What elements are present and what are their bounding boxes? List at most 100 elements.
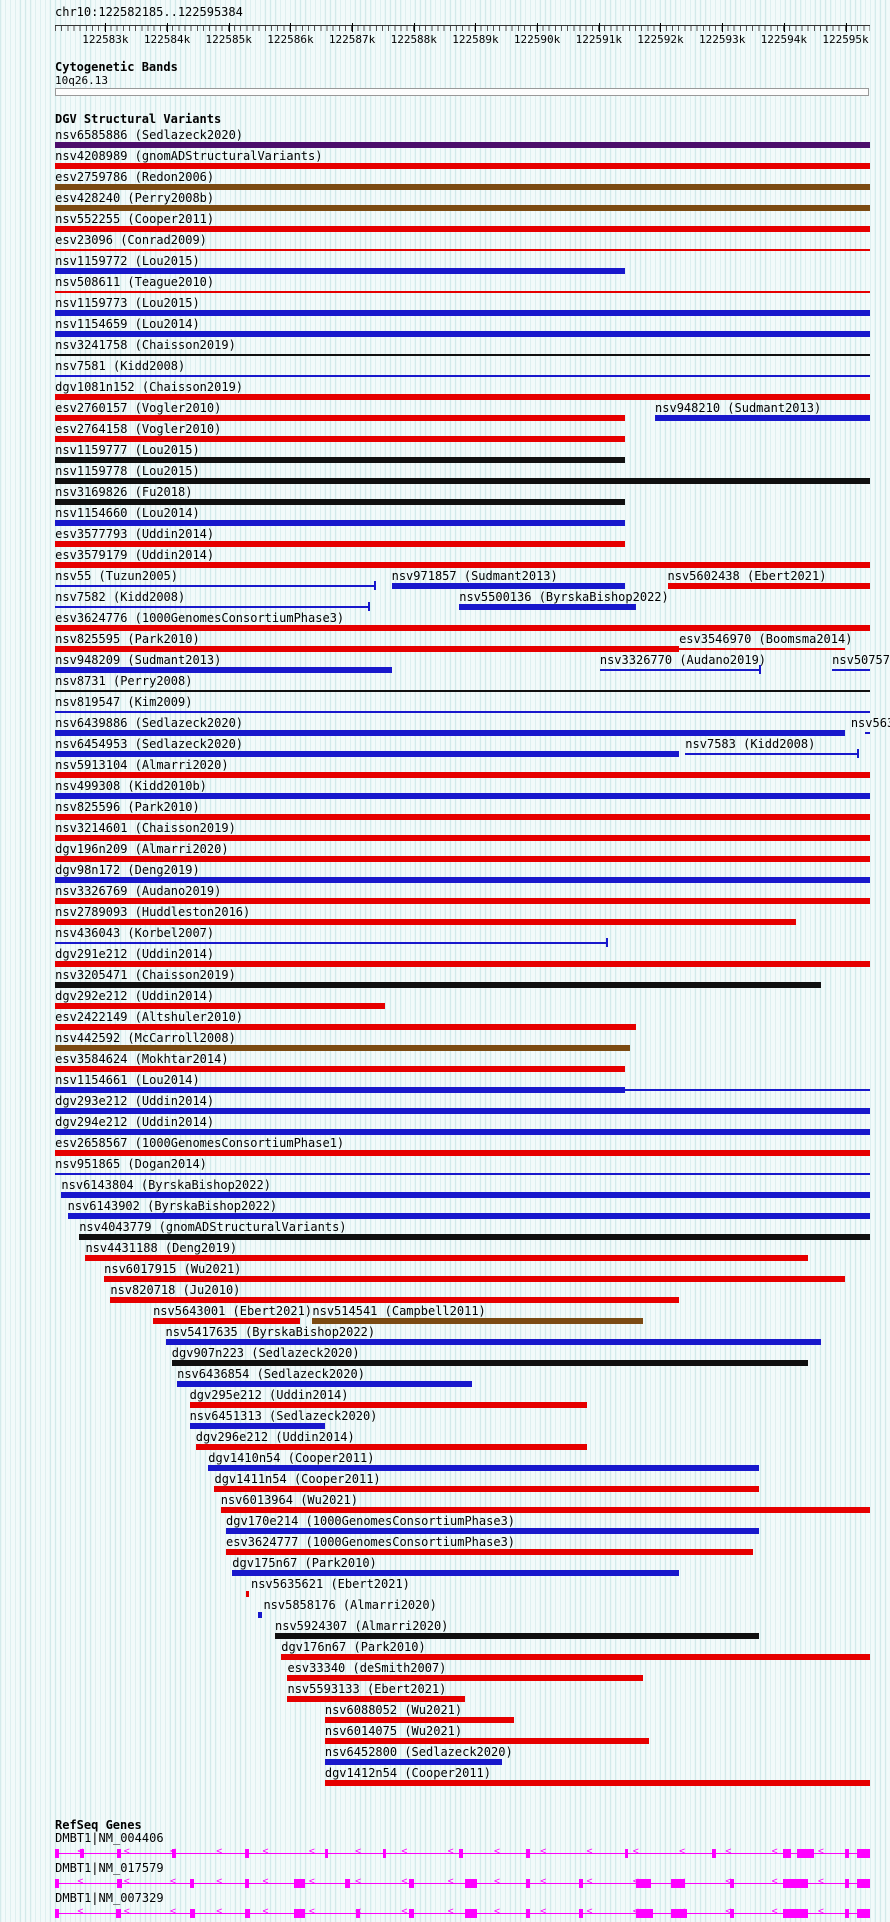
variant-label[interactable]: nsv552255 (Cooper2011) — [55, 212, 215, 226]
variant-label[interactable]: nsv507579 — [832, 653, 890, 667]
variant-label[interactable]: nsv6014075 (Wu2021) — [324, 1724, 463, 1738]
variant-bar[interactable] — [55, 415, 625, 421]
variant-bar[interactable] — [61, 1192, 870, 1198]
variant-bar[interactable] — [55, 646, 680, 652]
variant-label[interactable]: dgv98n172 (Deng2019) — [55, 863, 200, 877]
gene-exon[interactable] — [844, 1909, 850, 1918]
variant-bar[interactable] — [55, 711, 870, 713]
gene-exon[interactable] — [409, 1879, 414, 1888]
variant-label[interactable]: dgv296e212 (Uddin2014) — [195, 1430, 355, 1444]
variant-label[interactable]: nsv5500136 (ByrskaBishop2022) — [459, 590, 669, 604]
variant-label[interactable]: dgv175n67 (Park2010) — [232, 1556, 377, 1570]
variant-bar[interactable] — [55, 394, 870, 400]
variant-bar[interactable] — [55, 772, 870, 778]
gene-exon[interactable] — [729, 1879, 735, 1888]
variant-bar[interactable] — [865, 732, 870, 734]
variant-bar[interactable] — [287, 1675, 643, 1681]
gene-exon[interactable] — [80, 1849, 84, 1858]
variant-bar[interactable] — [55, 184, 870, 190]
variant-bar[interactable] — [55, 354, 870, 356]
gene-exon[interactable] — [578, 1909, 583, 1918]
variant-label[interactable]: esv3584624 (Mokhtar2014) — [55, 1052, 229, 1066]
gene-exon[interactable] — [578, 1879, 583, 1888]
variant-bar[interactable] — [258, 1612, 262, 1618]
variant-bar[interactable] — [177, 1381, 472, 1387]
variant-bar[interactable] — [55, 898, 870, 904]
variant-bar[interactable] — [226, 1528, 760, 1534]
variant-label[interactable]: nsv1159772 (Lou2015) — [55, 254, 200, 268]
variant-bar[interactable] — [324, 1780, 870, 1786]
gene-exon[interactable] — [345, 1879, 350, 1888]
variant-label[interactable]: nsv6451313 (Sedlazeck2020) — [189, 1409, 378, 1423]
variant-bar[interactable] — [55, 625, 870, 631]
variant-label[interactable]: dgv292e212 (Uddin2014) — [55, 989, 215, 1003]
gene-exon[interactable] — [525, 1909, 531, 1918]
variant-label[interactable]: esv3546970 (Boomsma2014) — [679, 632, 853, 646]
variant-label[interactable]: nsv3241758 (Chaisson2019) — [55, 338, 236, 352]
variant-label[interactable]: nsv5913104 (Almarri2020) — [55, 758, 229, 772]
variant-label[interactable]: dgv293e212 (Uddin2014) — [55, 1094, 215, 1108]
variant-label[interactable]: nsv563 — [850, 716, 890, 730]
gene-exon[interactable] — [636, 1879, 652, 1888]
gene-exon[interactable] — [783, 1909, 809, 1918]
variant-bar[interactable] — [153, 1318, 300, 1324]
gene-exon[interactable] — [844, 1849, 850, 1858]
variant-label[interactable]: nsv1154661 (Lou2014) — [55, 1073, 200, 1087]
variant-bar[interactable] — [55, 562, 870, 568]
gene-exon[interactable] — [324, 1849, 329, 1858]
variant-label[interactable]: nsv819547 (Kim2009) — [55, 695, 193, 709]
variant-bar[interactable] — [55, 142, 870, 148]
variant-label[interactable]: esv2759786 (Redon2006) — [55, 170, 215, 184]
variant-label[interactable]: dgv291e212 (Uddin2014) — [55, 947, 215, 961]
variant-label[interactable]: dgv1411n54 (Cooper2011) — [214, 1472, 381, 1486]
variant-label[interactable]: nsv825596 (Park2010) — [55, 800, 200, 814]
variant-label[interactable]: nsv499308 (Kidd2010b) — [55, 779, 207, 793]
variant-bar[interactable] — [55, 1150, 870, 1156]
gene-exon[interactable] — [844, 1879, 850, 1888]
variant-bar[interactable] — [287, 1696, 466, 1702]
variant-label[interactable]: esv3624776 (1000GenomesConsortiumPhase3) — [55, 611, 345, 625]
gene-exon[interactable] — [409, 1909, 414, 1918]
gene-exon[interactable] — [465, 1909, 478, 1918]
variant-bar[interactable] — [55, 457, 625, 463]
gene-exon[interactable] — [55, 1849, 59, 1858]
variant-label[interactable]: dgv1410n54 (Cooper2011) — [208, 1451, 375, 1465]
variant-bar[interactable] — [459, 604, 637, 610]
variant-label[interactable]: nsv442592 (McCarroll2008) — [55, 1031, 236, 1045]
gene-exon[interactable] — [671, 1879, 686, 1888]
variant-bar[interactable] — [104, 1276, 845, 1282]
variant-bar[interactable] — [55, 1129, 870, 1135]
variant-bar[interactable] — [55, 436, 625, 442]
variant-bar[interactable] — [55, 835, 870, 841]
variant-label[interactable]: dgv294e212 (Uddin2014) — [55, 1115, 215, 1129]
variant-label[interactable]: nsv3214601 (Chaisson2019) — [55, 821, 236, 835]
gene-exon[interactable] — [465, 1879, 478, 1888]
variant-bar[interactable] — [55, 793, 870, 799]
gene-exon[interactable] — [729, 1909, 735, 1918]
variant-label[interactable]: esv3579179 (Uddin2014) — [55, 548, 215, 562]
variant-label[interactable]: nsv6452800 (Sedlazeck2020) — [324, 1745, 513, 1759]
variant-bar[interactable] — [655, 415, 870, 421]
variant-label[interactable]: nsv3205471 (Chaisson2019) — [55, 968, 236, 982]
gene-exon[interactable] — [624, 1849, 629, 1858]
variant-bar[interactable] — [55, 478, 870, 484]
variant-label[interactable]: esv3624777 (1000GenomesConsortiumPhase3) — [226, 1535, 516, 1549]
variant-label[interactable]: nsv6439886 (Sedlazeck2020) — [55, 716, 244, 730]
variant-label[interactable]: nsv5417635 (ByrskaBishop2022) — [165, 1325, 376, 1339]
variant-label[interactable]: esv2658567 (1000GenomesConsortiumPhase1) — [55, 1136, 345, 1150]
variant-bar[interactable] — [324, 1759, 502, 1765]
variant-label[interactable]: esv33340 (deSmith2007) — [287, 1661, 447, 1675]
variant-bar[interactable] — [281, 1654, 870, 1660]
gene-exon[interactable] — [244, 1879, 250, 1888]
gene-label[interactable]: DMBT1|NM_004406 — [55, 1831, 164, 1845]
gene-exon[interactable] — [382, 1849, 387, 1858]
variant-bar[interactable] — [79, 1234, 870, 1240]
gene-exon[interactable] — [171, 1849, 177, 1858]
variant-label[interactable]: nsv5602438 (Ebert2021) — [667, 569, 827, 583]
variant-bar[interactable] — [55, 982, 821, 988]
gene-exon[interactable] — [525, 1849, 531, 1858]
variant-bar[interactable] — [165, 1339, 821, 1345]
variant-bar[interactable] — [55, 919, 796, 925]
variant-bar[interactable] — [55, 1066, 625, 1072]
variant-bar[interactable] — [55, 163, 870, 169]
